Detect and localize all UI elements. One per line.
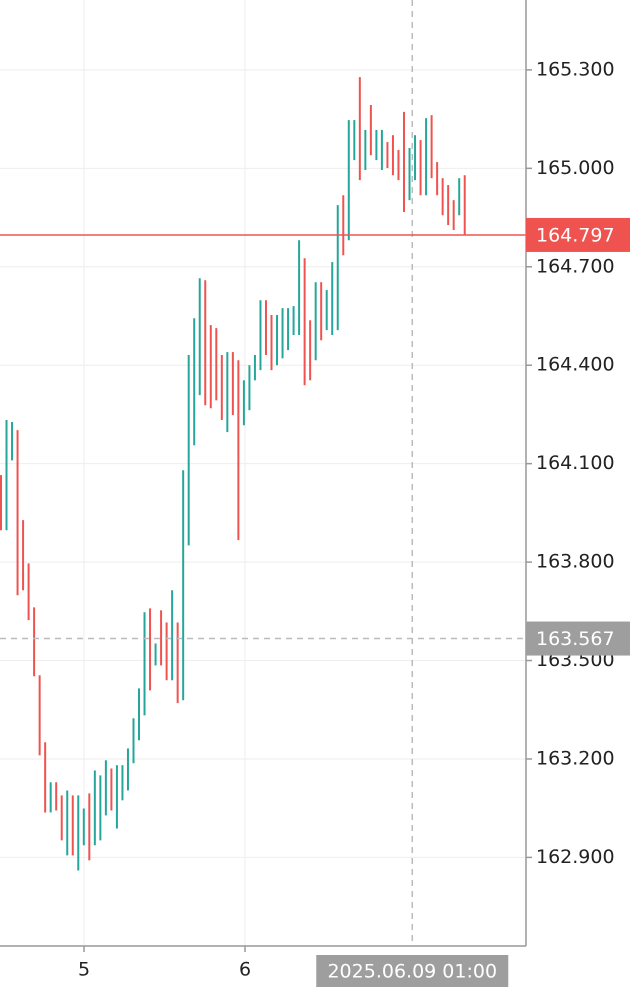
grid	[0, 0, 526, 946]
bars	[0, 77, 466, 871]
y-tick-label: 165.300	[536, 58, 615, 80]
crosshair-x-label: 2025.06.09 01:00	[327, 961, 497, 983]
last-price-box	[526, 217, 630, 252]
y-tick-label: 164.100	[536, 452, 615, 474]
labels: 162.900163.200163.500163.800164.100164.4…	[78, 58, 630, 987]
crosshair-x-box	[316, 955, 509, 987]
last-price-label: 164.797	[536, 224, 615, 246]
x-tick-label: 6	[239, 959, 251, 981]
y-tick-label: 162.900	[536, 846, 615, 868]
overlay	[0, 0, 526, 946]
y-tick-label: 163.800	[536, 551, 615, 573]
crosshair-y-label: 163.567	[536, 628, 615, 650]
x-tick-label: 5	[78, 959, 90, 981]
y-tick-label: 163.200	[536, 747, 615, 769]
y-tick-label: 164.400	[536, 354, 615, 376]
y-tick-label: 164.700	[536, 255, 615, 277]
crosshair-y-box	[526, 621, 630, 656]
y-tick-label: 165.000	[536, 157, 615, 179]
